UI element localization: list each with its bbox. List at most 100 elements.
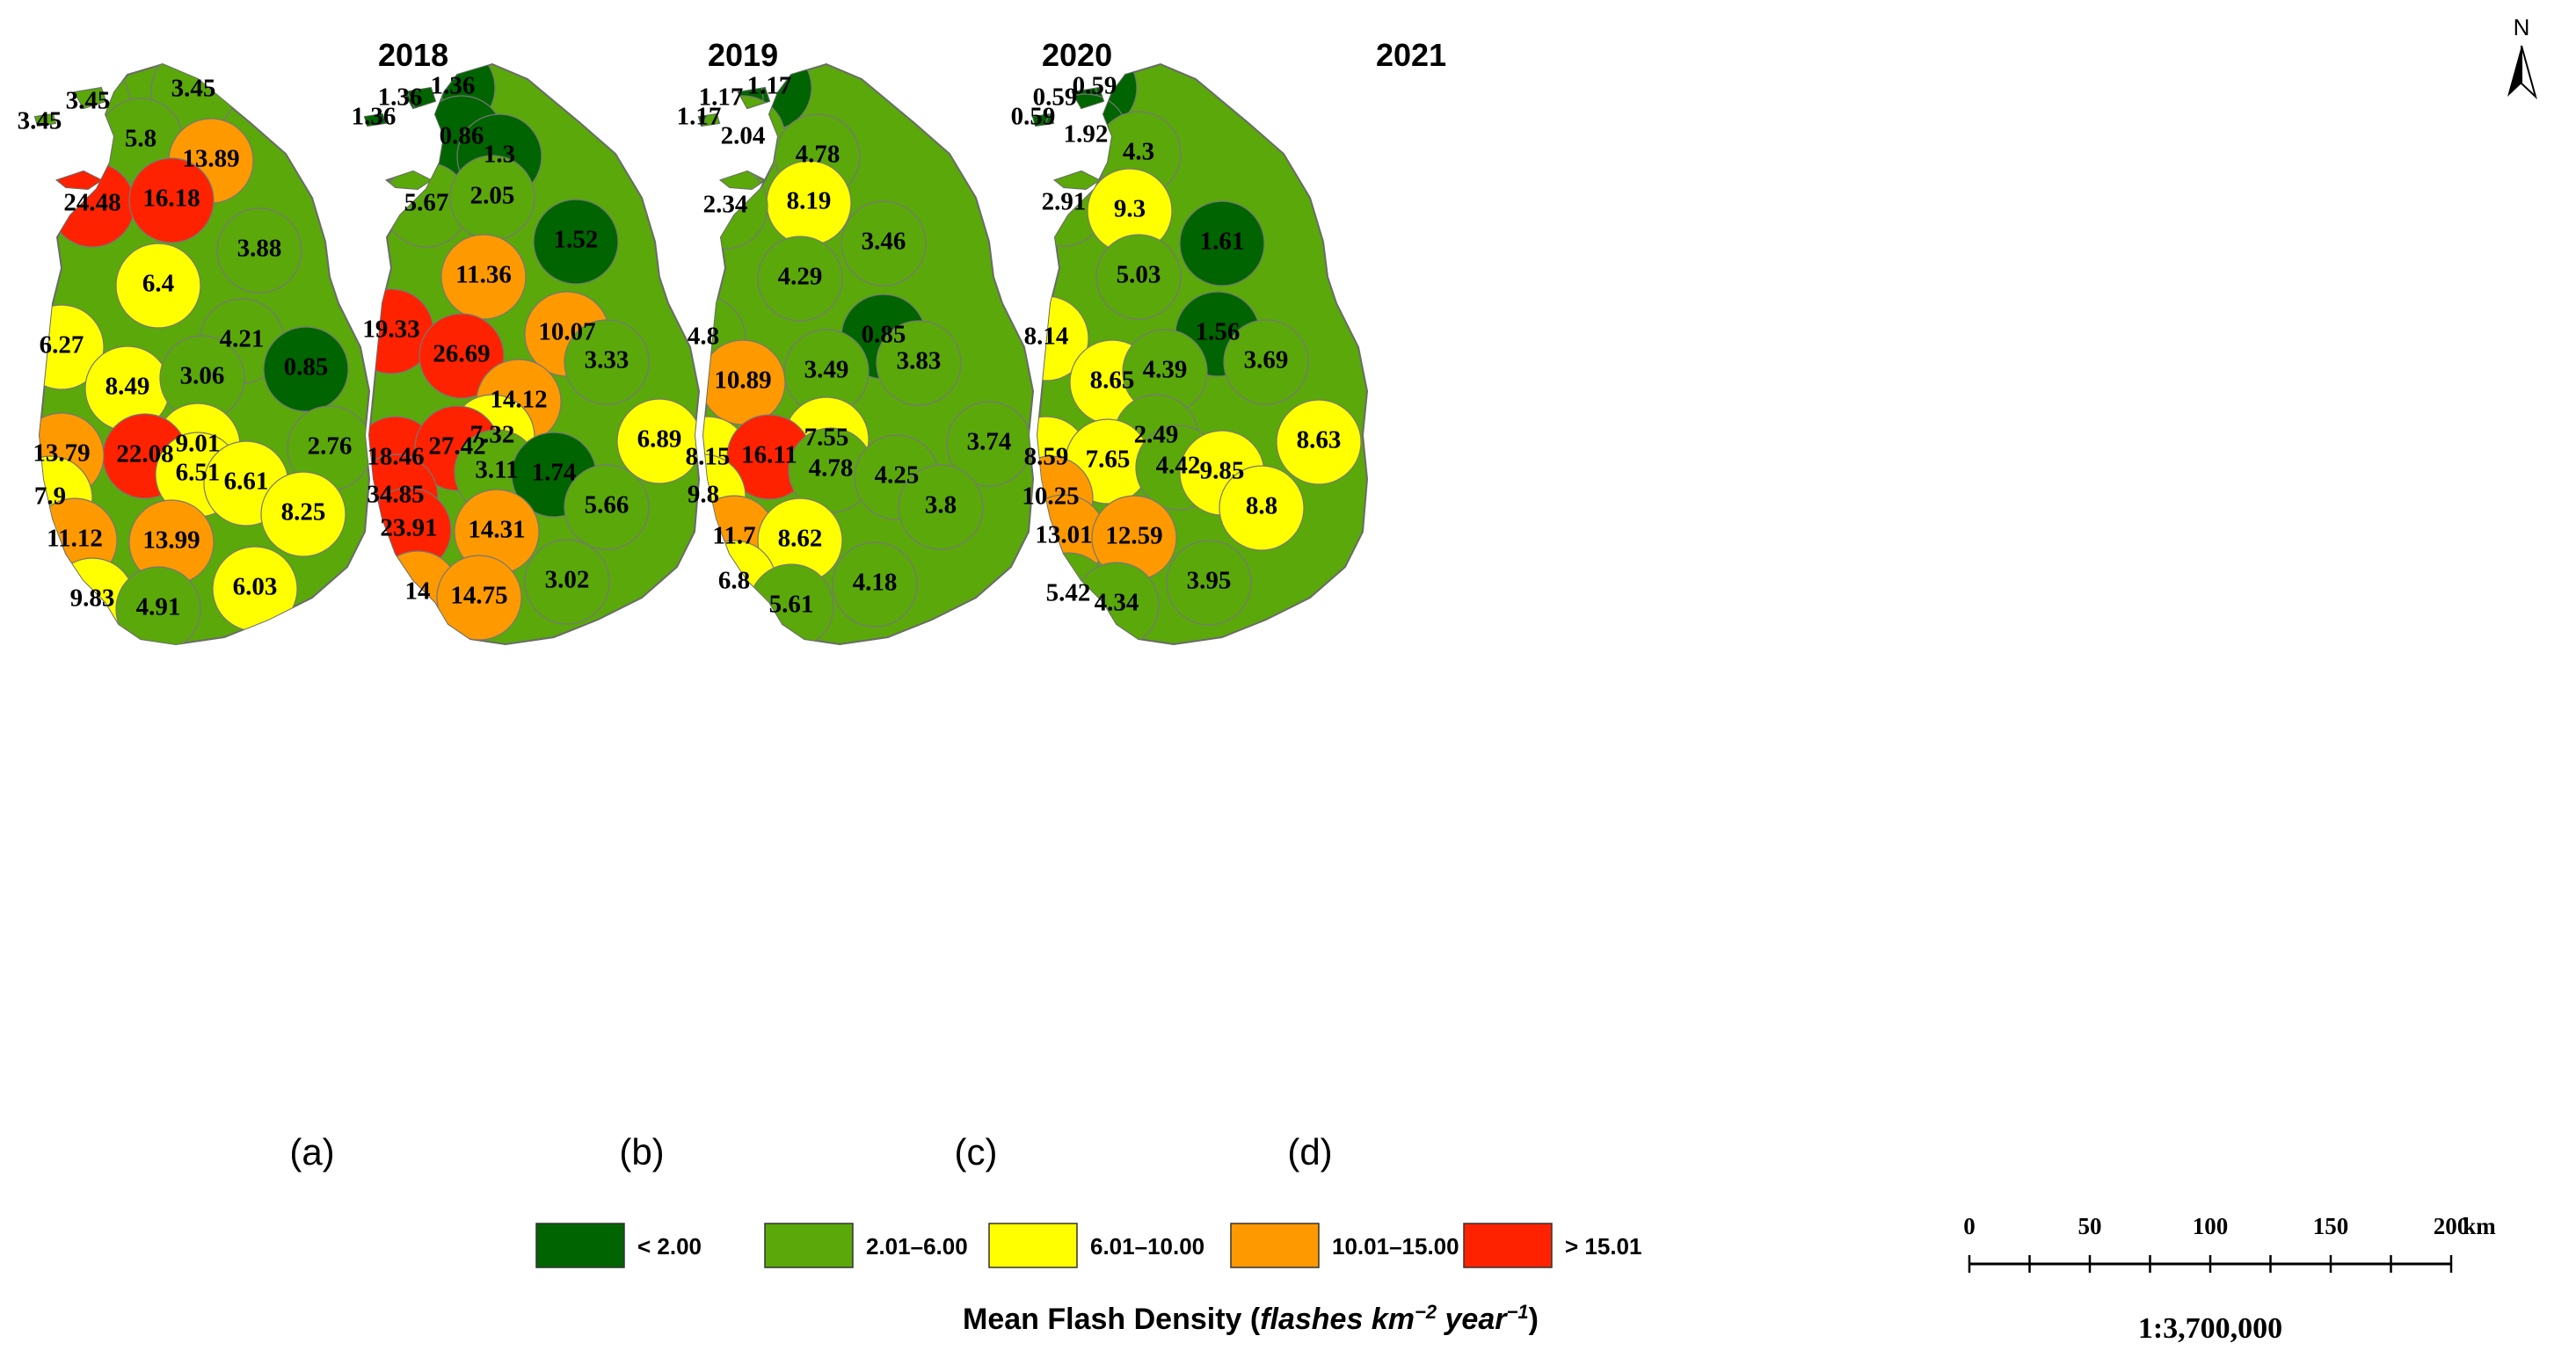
district-value: 13.89	[182, 145, 239, 173]
district-value: 10.07	[538, 318, 595, 346]
panel-label: (a)	[289, 1131, 334, 1173]
district-value: 6.27	[40, 331, 84, 359]
district-value: 11.36	[455, 261, 512, 289]
district-value: 14	[405, 577, 431, 606]
district-value: 6.03	[233, 573, 278, 601]
district-value: 11.12	[47, 525, 103, 553]
district-region	[115, 566, 201, 644]
district-value: 1.17	[677, 103, 722, 131]
district-value: 2.91	[1042, 188, 1087, 216]
district-value: 18.46	[367, 443, 424, 471]
district-value: 16.18	[142, 185, 200, 213]
district-region	[876, 320, 962, 406]
district-value: 23.91	[380, 514, 437, 542]
scale-tick-label: 50	[2078, 1213, 2102, 1239]
panel-label: (d)	[1287, 1131, 1332, 1173]
district-value: 5.67	[404, 189, 449, 217]
district-value: 1.52	[554, 226, 599, 254]
district-value: 1.36	[352, 103, 397, 131]
district-value: 1.56	[1196, 318, 1241, 346]
legend-swatch	[988, 1223, 1078, 1268]
scale-tick-label: 150	[2313, 1213, 2349, 1239]
district-region	[263, 326, 349, 412]
district-value: 10.89	[714, 367, 771, 395]
district-value: 8.63	[1297, 426, 1342, 454]
district-value: 0.86	[440, 122, 484, 150]
district-value: 0.85	[862, 321, 906, 349]
district-value: 3.95	[1187, 567, 1232, 595]
district-value: 3.02	[545, 566, 590, 594]
district-value: 4.39	[1143, 356, 1188, 384]
north-arrow-icon-half	[2521, 45, 2537, 100]
legend-title: Mean Flash Density (flashes km−2 year−1)	[963, 1301, 1539, 1336]
district-value: 1.36	[431, 72, 476, 100]
district-value: 7.55	[804, 424, 849, 452]
north-arrow-icon	[2507, 46, 2521, 97]
legend-label: 10.01–15.00	[1332, 1233, 1459, 1260]
district-value: 8.65	[1090, 367, 1135, 395]
district-value: 3.69	[1244, 346, 1289, 374]
north-label: N	[2514, 14, 2530, 40]
map-year: 2020	[1042, 37, 1112, 73]
district-value: 4.91	[136, 593, 181, 621]
district-region	[1095, 234, 1182, 320]
district-region	[436, 555, 522, 641]
legend-item: 10.01–15.00	[1230, 1223, 1459, 1268]
district-value: 0.85	[284, 353, 329, 381]
district-value: 34.85	[367, 481, 424, 509]
district-value: 4.8	[688, 323, 719, 351]
district-value: 4.21	[220, 325, 265, 353]
district-value: 27.42	[428, 432, 485, 461]
scale-tick-label: 100	[2193, 1213, 2229, 1239]
legend-item: 6.01–10.00	[988, 1223, 1204, 1268]
district-region	[128, 157, 215, 243]
legend-item: 2.01–6.00	[764, 1223, 968, 1268]
map-year: 2019	[708, 37, 778, 73]
district-value: 6.4	[142, 270, 174, 298]
legend-label: > 15.01	[1565, 1233, 1641, 1260]
district-region	[440, 234, 527, 320]
map-year: 2021	[1376, 37, 1446, 73]
district-value: 5.61	[769, 591, 814, 619]
map-year: 2018	[378, 37, 448, 73]
legend-swatch	[1463, 1223, 1553, 1268]
district-value: 10.25	[1022, 483, 1079, 511]
north-arrow: N	[2507, 14, 2537, 100]
district-value: 3.8	[925, 491, 957, 519]
district-region	[524, 539, 610, 625]
district-region	[757, 236, 843, 322]
district-value: 14.75	[450, 582, 507, 610]
district-value: 3.88	[237, 235, 282, 263]
district-value: 5.66	[585, 491, 629, 519]
district-value: 6.89	[637, 425, 682, 454]
district-value: 1.3	[484, 141, 515, 169]
district-value: 24.48	[63, 189, 120, 217]
district-region	[1179, 200, 1265, 287]
district-region	[1219, 465, 1305, 551]
map-2021: 0.590.590.591.924.32.91 9.31.615.038.14 1.…	[1011, 37, 1446, 1173]
district-value: 0.59	[1011, 103, 1056, 131]
scale-tick-label: 200	[2434, 1213, 2470, 1239]
district-value: 3.74	[967, 428, 1012, 456]
district-region	[832, 541, 918, 628]
district-value: 13.01	[1035, 521, 1092, 549]
district-value: 3.06	[180, 362, 225, 390]
district-value: 4.25	[875, 461, 920, 490]
district-value: 9.01	[176, 430, 221, 458]
district-value: 3.46	[862, 228, 906, 256]
legend-item: > 15.01	[1463, 1223, 1641, 1268]
district-value: 14.12	[490, 386, 547, 414]
district-value: 9.83	[70, 584, 115, 613]
district-value: 4.78	[809, 454, 854, 483]
district-region	[1166, 540, 1252, 626]
district-region	[216, 207, 302, 294]
district-value: 8.8	[1246, 492, 1277, 520]
scale-ratio: 1:3,700,000	[2138, 1312, 2282, 1345]
district-value: 1.92	[1064, 120, 1109, 149]
legend-label: < 2.00	[637, 1233, 702, 1260]
legend: < 2.00 2.01–6.00 6.01–10.00 10.01–15.00 > 15…	[535, 1223, 1641, 1268]
legend-label: 2.01–6.00	[866, 1233, 968, 1260]
